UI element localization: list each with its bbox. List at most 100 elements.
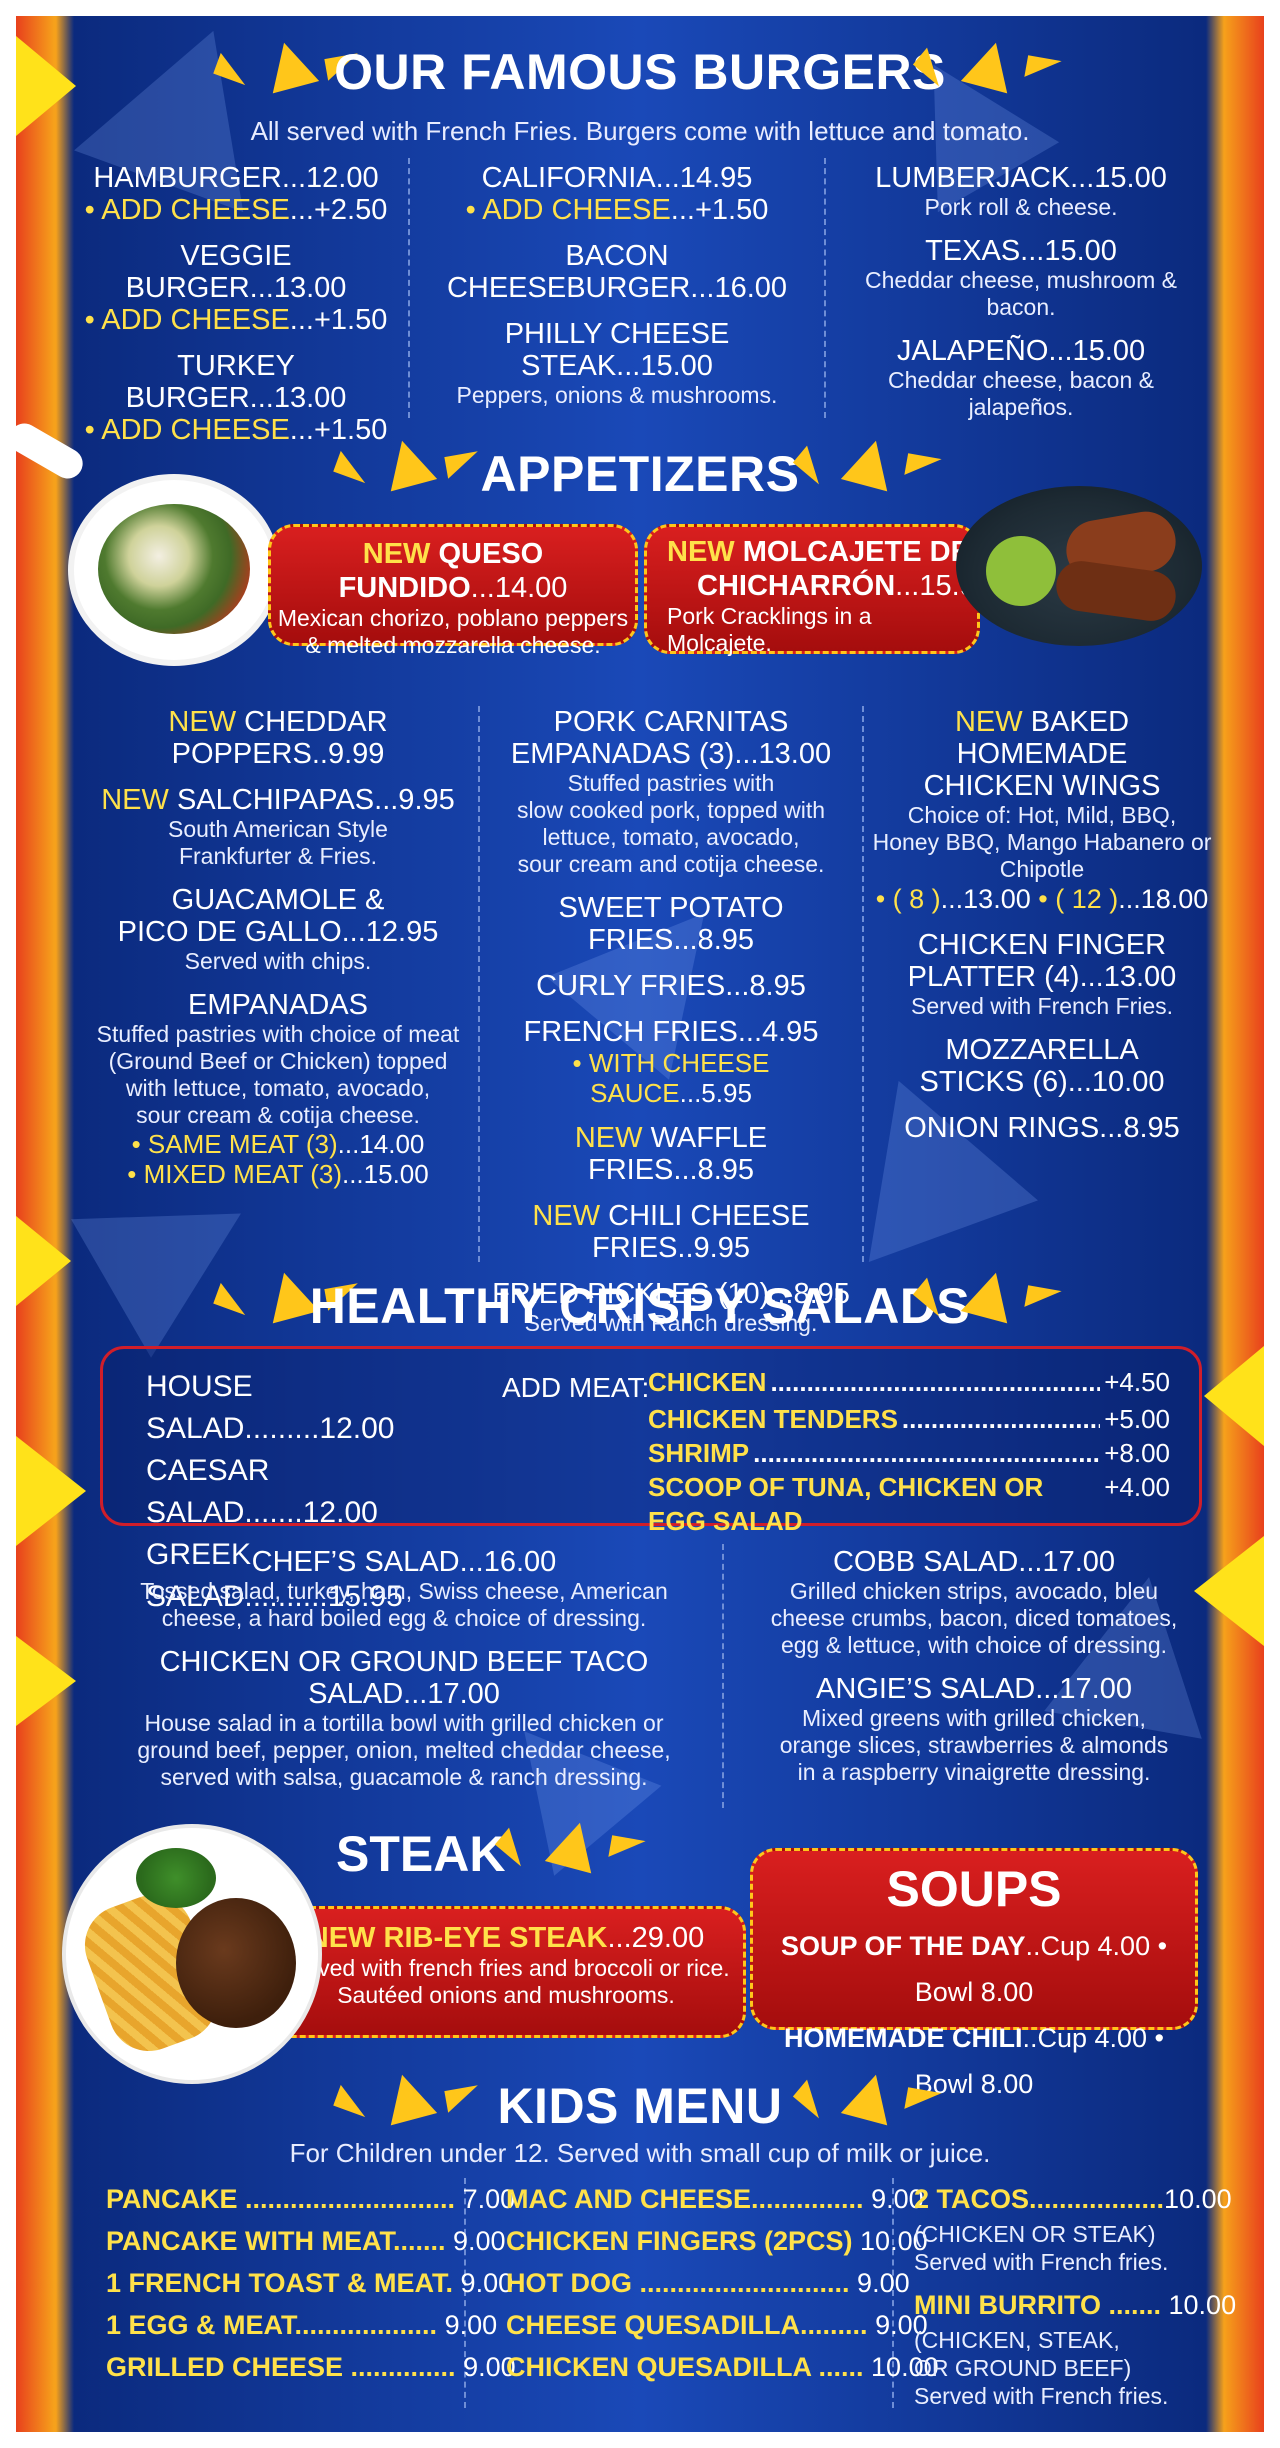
item-description: Grilled chicken strips, avocado, bleu <box>789 1578 1159 1604</box>
option-price: ...13.00 <box>940 884 1031 914</box>
kids-item-name: PANCAKE <box>106 2184 246 2214</box>
item-name: SWEET POTATO FRIES <box>558 892 784 956</box>
kids-subtitle: For Children under 12. Served with small… <box>289 2138 991 2168</box>
new-badge: NEW <box>574 1122 643 1154</box>
option-name: • ( 12 ) <box>1038 884 1119 914</box>
item-name: BACON CHEESEBURGER <box>446 240 691 304</box>
meat-price: +5.00 <box>1104 1404 1170 1434</box>
item-price: ...13.00 <box>1079 961 1177 993</box>
leader-dots: . <box>445 2268 454 2298</box>
item-description: in a raspberry vinaigrette dressing. <box>797 1759 1151 1785</box>
option-price: ...14.00 <box>337 1129 425 1159</box>
salads-column-right: COBB SALAD...17.00 Grilled chicken strip… <box>744 1546 1204 1786</box>
burgers-column-2: CALIFORNIA...14.95 • ADD CHEESE...+1.50 … <box>420 162 814 409</box>
item-price: .......12.00 <box>244 1496 378 1529</box>
item-description: Mixed greens with grilled chicken, <box>802 1705 1146 1731</box>
add-meat-label: ADD MEAT: <box>502 1372 650 1403</box>
kids-title: KIDS MENU <box>497 2078 783 2134</box>
divider <box>464 2178 466 2408</box>
item-description: cheese, a hard boiled egg & choice of dr… <box>161 1605 647 1631</box>
new-badge: NEW <box>362 538 431 570</box>
burgers-subtitle: All served with French Fries. Burgers co… <box>250 116 1030 146</box>
item-name: PLATTER (4) <box>907 961 1080 993</box>
decor-triangle-icon <box>608 1835 646 1863</box>
item-name: QUESO FUNDIDO <box>338 538 544 604</box>
item-name: SALCHIPAPAS <box>176 784 375 816</box>
burgers-column-3: LUMBERJACK...15.00 Pork roll & cheese. T… <box>836 162 1206 421</box>
item-name: CHILI CHEESE FRIES <box>592 1200 810 1264</box>
appetizers-column-2: PORK CARNITAS EMPANADAS (3)...13.00 Stuf… <box>490 706 852 1337</box>
item-name: CURLY FRIES <box>536 970 726 1002</box>
meat-name: CHICKEN TENDERS <box>648 1404 898 1434</box>
item-price: ...15.00 <box>1070 162 1167 194</box>
new-badge: NEW <box>667 536 735 568</box>
salads-column-left: CHEF’S SALAD...16.00 Tossed salad, turke… <box>100 1546 708 1791</box>
kids-column-1: PANCAKE ............................ 7.0… <box>106 2178 516 2388</box>
kids-item-name: 2 TACOS <box>914 2184 1030 2214</box>
item-name: HOUSE SALAD <box>146 1370 253 1445</box>
addon-price: ...+1.50 <box>289 414 388 446</box>
item-name: STICKS (6) <box>919 1066 1068 1098</box>
side-triangle <box>16 36 76 136</box>
kids-item-name: CHEESE QUESADILLA <box>506 2310 801 2340</box>
menu-item-addon: • ADD CHEESE...+2.50 <box>76 194 396 226</box>
item-price: ...12.00 <box>281 162 379 194</box>
item-name: RIB-EYE STEAK <box>383 1922 608 1954</box>
item-description: Served with Ranch dressing. <box>524 1310 818 1336</box>
item-description: & melted mozzarella cheese. <box>305 632 601 658</box>
item-price: ...13.00 <box>249 382 347 414</box>
item-description: cheese crumbs, bacon, diced tomatoes, <box>770 1605 1178 1631</box>
side-triangle <box>16 1216 71 1306</box>
leader-dots: ............................ <box>639 2268 850 2298</box>
kids-item-name: PANCAKE WITH MEAT <box>106 2226 393 2256</box>
divider <box>892 2178 894 2408</box>
meat-price: +4.50 <box>1104 1367 1170 1397</box>
kids-item-price: 10.00 <box>1164 2184 1232 2214</box>
item-description: Served with chips. <box>184 948 372 974</box>
featured-steak: NEW RIB-EYE STEAK...29.00 Served with fr… <box>266 1906 746 2038</box>
item-price: ...4.95 <box>737 1016 819 1048</box>
menu-item: TEXAS...15.00 <box>836 235 1206 267</box>
new-badge: NEW <box>101 784 169 816</box>
item-price: ...29.00 <box>607 1922 705 1954</box>
item-price: ...14.95 <box>655 162 753 194</box>
meat-price: +4.00 <box>1104 1472 1170 1502</box>
item-description: slow cooked pork, topped with <box>516 797 826 823</box>
item-name: WAFFLE FRIES <box>587 1122 768 1186</box>
item-price: ...9.95 <box>374 784 455 816</box>
item-name: CHEDDAR POPPERS <box>171 706 388 770</box>
leader-dots: ............... <box>751 2184 864 2214</box>
item-name: TEXAS <box>925 235 1021 267</box>
item-price: .........12.00 <box>244 1412 395 1445</box>
item-description: Served with French Fries. <box>910 993 1174 1019</box>
kids-item-name: MINI BURRITO <box>914 2290 1101 2320</box>
menu-item: TURKEY BURGER...13.00 <box>76 350 396 414</box>
leader-dots: ....... <box>1101 2290 1162 2320</box>
item-description: Cheddar cheese, bacon & jalapeños. <box>888 367 1154 420</box>
item-name: JALAPEÑO <box>896 335 1049 367</box>
kids-column-3: 2 TACOS..................10.00 (CHICKEN … <box>914 2178 1236 2410</box>
item-name: VEGGIE BURGER <box>125 240 292 304</box>
item-price: ...15.00 <box>1020 235 1117 267</box>
kids-item-price: 9.00 <box>437 2310 498 2340</box>
menu-item: JALAPEÑO...15.00 <box>836 335 1206 367</box>
meat-price: +8.00 <box>1104 1438 1170 1468</box>
item-description: Served with French fries. <box>914 2249 1169 2275</box>
burgers-column-1: HAMBURGER...12.00 • ADD CHEESE...+2.50 V… <box>76 162 396 446</box>
leader-dots: ............................ <box>245 2184 456 2214</box>
item-name: CHICHARRÓN <box>697 570 896 602</box>
item-price: ...12.95 <box>341 916 439 948</box>
item-price: ...13.00 <box>249 272 347 304</box>
featured-appetizer-queso: NEW QUESO FUNDIDO...14.00 Mexican choriz… <box>268 524 638 658</box>
item-description: OR GROUND BEEF) <box>914 2355 1132 2381</box>
item-price: ..9.99 <box>311 738 385 770</box>
menu-item-addon: • ADD CHEESE...+1.50 <box>76 414 396 446</box>
item-name: FRENCH FRIES <box>523 1016 738 1048</box>
soup-name: SOUP OF THE DAY <box>780 1931 1026 1961</box>
item-name: EMPANADAS <box>188 989 368 1021</box>
item-description: Served with french fries and broccoli or… <box>282 1955 730 1981</box>
item-name: CHICKEN OR GROUND BEEF TACO SALAD <box>159 1646 649 1710</box>
item-description: Sautéed onions and mushrooms. <box>337 1982 675 2008</box>
item-name: HAMBURGER <box>93 162 282 194</box>
menu-item: VEGGIE BURGER...13.00 <box>76 240 396 304</box>
